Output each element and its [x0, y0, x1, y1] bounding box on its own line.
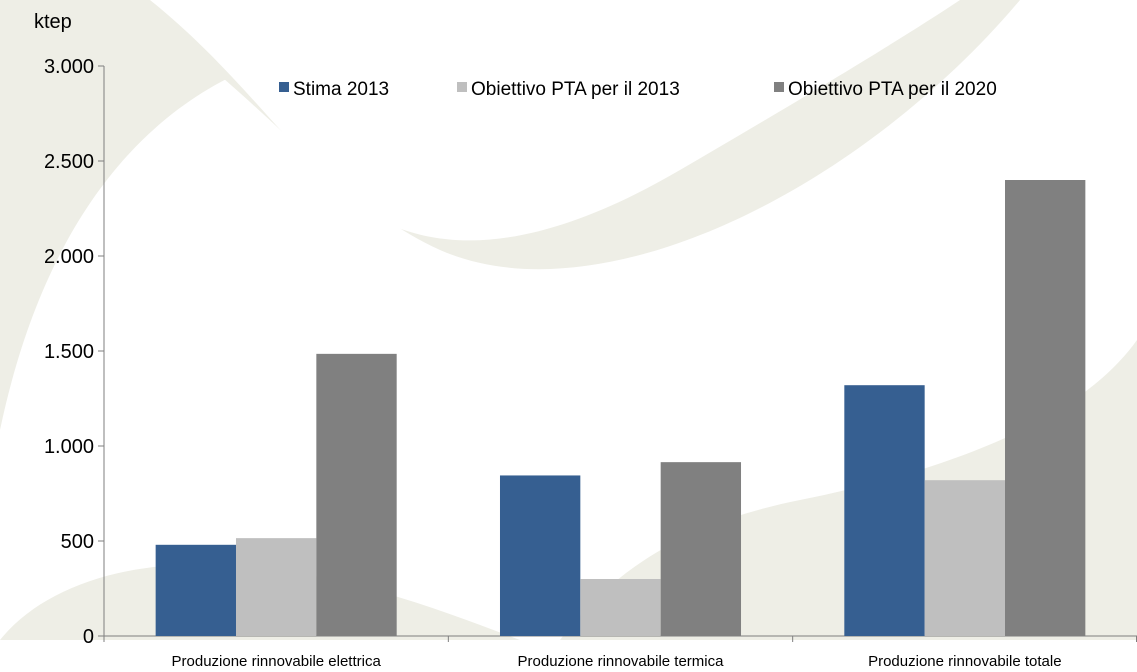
bar-3-2 — [660, 462, 742, 636]
legend-label: Obiettivo PTA per il 2020 — [788, 79, 997, 100]
x-axis: Produzione rinnovabile elettrica Produzio… — [103, 635, 1137, 670]
bar-3-3 — [1005, 180, 1086, 636]
y-tick-label: 3.000 — [44, 56, 94, 78]
y-tick-label: 0 — [83, 626, 94, 648]
y-tick-label: 1.000 — [44, 436, 94, 458]
legend-label: Stima 2013 — [293, 79, 389, 100]
bar-2-3 — [924, 480, 1006, 636]
y-axis: 0 500 1.000 1.500 2.000 2.500 3.000 — [44, 56, 105, 648]
bar-3-1 — [316, 353, 397, 636]
y-unit-label: ktep — [34, 11, 72, 33]
x-category-label: Produzione rinnovabile elettrica — [172, 653, 382, 670]
y-tick-label: 2.500 — [44, 151, 94, 173]
legend-swatch — [774, 82, 784, 92]
y-tick-label: 1.500 — [44, 341, 94, 363]
x-category-label: Produzione rinnovabile termica — [518, 653, 725, 670]
bar-2-1 — [235, 538, 317, 636]
legend: Stima 2013 Obiettivo PTA per il 2013 Obiet… — [279, 79, 997, 100]
bar-1-2 — [499, 475, 581, 636]
bars — [155, 180, 1086, 636]
legend-swatch — [457, 82, 467, 92]
bar-1-3 — [844, 385, 925, 636]
x-category-label: Produzione rinnovabile totale — [868, 653, 1061, 670]
bar-2-2 — [580, 579, 661, 636]
y-tick-label: 500 — [61, 531, 94, 553]
bar-1-1 — [155, 544, 236, 636]
legend-label: Obiettivo PTA per il 2013 — [471, 79, 680, 100]
legend-swatch — [279, 82, 289, 92]
y-tick-label: 2.000 — [44, 246, 94, 268]
